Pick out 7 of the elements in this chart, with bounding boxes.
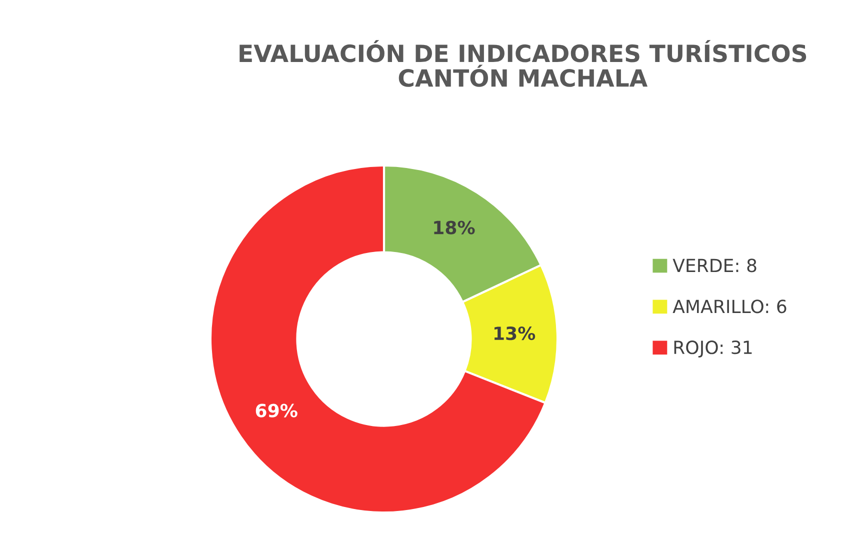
chart-title: EVALUACIÓN DE INDICADORES TURÍSTICOS CANTÓN MACHALA [240, 40, 806, 87]
legend-label: AMARILLO: 6 [672, 300, 786, 314]
legend-label: VERDE: 8 [672, 258, 756, 272]
data-label: 18% [434, 220, 475, 234]
data-label: 13% [494, 326, 536, 340]
data-label: 69% [256, 404, 298, 418]
legend-label: ROJO: 31 [674, 340, 752, 358]
